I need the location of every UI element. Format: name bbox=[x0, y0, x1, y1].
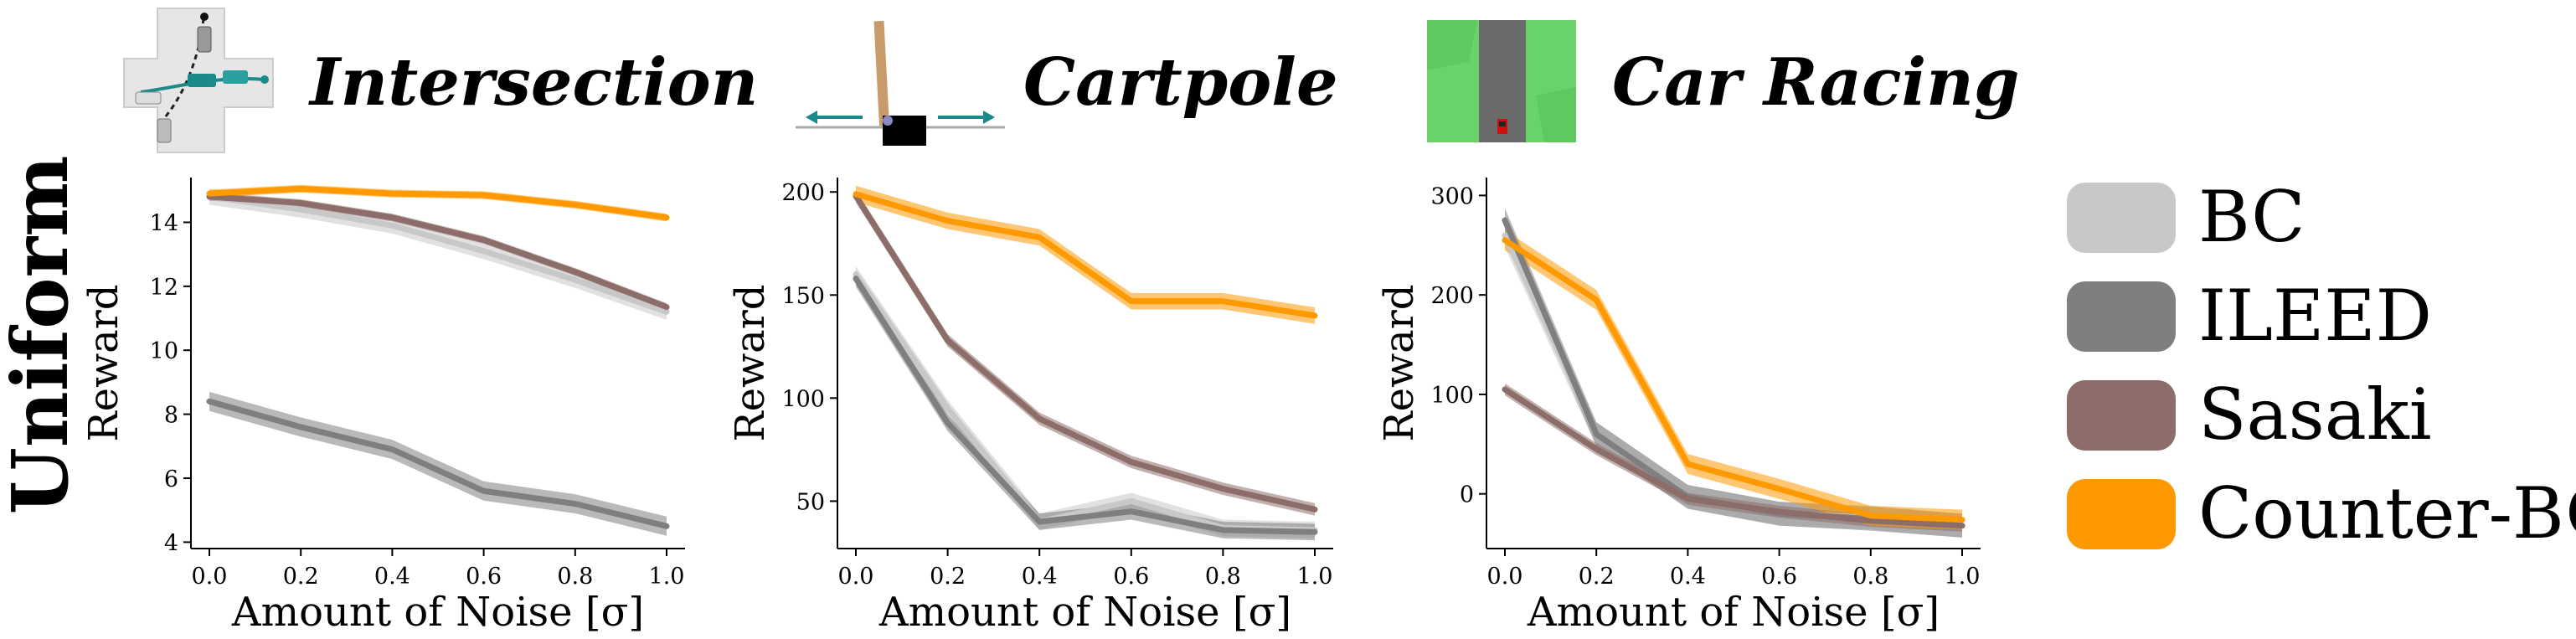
car-racing-x-tick-label: 0.8 bbox=[1852, 564, 1888, 590]
intersection-x-tick-label: 0.2 bbox=[283, 564, 319, 590]
intersection-y-tick-label: 6 bbox=[164, 466, 178, 492]
cartpole-band-counter-bc bbox=[856, 185, 1315, 324]
panel-title-car-racing: Car Racing bbox=[1612, 44, 2019, 121]
cartpole-x-tick-label: 0.2 bbox=[930, 564, 966, 590]
car-racing-y-tick-label: 200 bbox=[1430, 283, 1474, 309]
car-racing-x-axis-label: Amount of Noise [σ] bbox=[1527, 589, 1940, 636]
car-racing-x-tick-label: 0.0 bbox=[1487, 564, 1523, 590]
intersection-x-tick-label: 0.6 bbox=[466, 564, 502, 590]
legend-label-counter-bc: Counter-BC bbox=[2198, 472, 2576, 554]
intersection-line-bc bbox=[206, 193, 670, 315]
cartpole-band-bc bbox=[856, 265, 1315, 539]
intersection-band-ileed bbox=[209, 391, 667, 536]
cartpole-x-tick-label: 0.0 bbox=[838, 564, 874, 590]
cartpole-y-tick-label: 50 bbox=[796, 489, 825, 515]
panel-title-intersection: Intersection bbox=[308, 44, 758, 121]
car-racing-x-tick-label: 0.2 bbox=[1579, 564, 1615, 590]
car-racing-band-ileed bbox=[1505, 208, 1962, 538]
car-racing-x-tick-label: 1.0 bbox=[1945, 564, 1981, 590]
intersection-x-tick-label: 0.8 bbox=[557, 564, 593, 590]
panel-title-cartpole: Cartpole bbox=[1023, 44, 1338, 121]
cartpole-scene-icon bbox=[796, 20, 1005, 146]
cartpole-x-tick-label: 1.0 bbox=[1297, 564, 1333, 590]
legend-label-ileed: ILEED bbox=[2198, 275, 2432, 357]
legend-swatch-sasaki bbox=[2067, 380, 2176, 451]
car-racing-y-axis-label: Reward bbox=[1376, 285, 1423, 442]
legend: BC ILEED Sasaki Counter-BC bbox=[2067, 176, 2576, 554]
car-racing-band-counter-bc bbox=[1505, 229, 1962, 530]
cartpole-y-tick-label: 150 bbox=[781, 283, 825, 309]
car-racing-y-tick-label: 300 bbox=[1430, 183, 1474, 209]
intersection-y-tick-label: 12 bbox=[150, 275, 178, 301]
legend-label-bc: BC bbox=[2198, 176, 2306, 258]
legend-swatch-counter-bc bbox=[2067, 479, 2176, 549]
intersection-x-axis-label: Amount of Noise [σ] bbox=[231, 589, 644, 636]
intersection-line-ileed bbox=[206, 398, 670, 529]
car-racing-line-counter-bc bbox=[1502, 237, 1965, 523]
cartpole-line-sasaki bbox=[853, 193, 1318, 513]
intersection-y-tick-label: 10 bbox=[150, 338, 178, 364]
car-racing-y-tick-label: 0 bbox=[1460, 482, 1474, 508]
car-racing-line-sasaki bbox=[1502, 386, 1965, 529]
legend-swatch-ileed bbox=[2067, 281, 2176, 352]
cartpole-y-tick-label: 200 bbox=[781, 180, 825, 206]
row-label-uniform: Uniform bbox=[0, 156, 85, 515]
intersection-y-axis-label: Reward bbox=[80, 285, 127, 442]
car-racing-scene-icon bbox=[1427, 20, 1576, 142]
car-racing-y-tick-label: 100 bbox=[1430, 383, 1474, 409]
cartpole-x-tick-label: 0.6 bbox=[1113, 564, 1149, 590]
intersection-x-tick-label: 0.0 bbox=[192, 564, 228, 590]
intersection-scene-icon bbox=[123, 8, 274, 153]
intersection-x-tick-label: 1.0 bbox=[649, 564, 685, 590]
cartpole-y-tick-label: 100 bbox=[781, 386, 825, 412]
cartpole-x-axis-label: Amount of Noise [σ] bbox=[878, 589, 1291, 636]
intersection-y-tick-label: 4 bbox=[164, 530, 178, 556]
cartpole-line-counter-bc bbox=[853, 191, 1318, 319]
intersection-y-tick-label: 14 bbox=[150, 210, 178, 236]
intersection-x-tick-label: 0.4 bbox=[374, 564, 410, 590]
car-racing-x-tick-label: 0.6 bbox=[1761, 564, 1797, 590]
cartpole-y-axis-label: Reward bbox=[727, 285, 774, 442]
legend-label-sasaki: Sasaki bbox=[2198, 374, 2432, 456]
intersection-y-tick-label: 8 bbox=[164, 403, 178, 429]
car-racing-x-tick-label: 0.4 bbox=[1670, 564, 1706, 590]
legend-swatch-bc bbox=[2067, 183, 2176, 253]
cartpole-band-sasaki bbox=[856, 189, 1315, 516]
car-racing-band-sasaki bbox=[1505, 383, 1962, 532]
cartpole-x-tick-label: 0.8 bbox=[1205, 564, 1241, 590]
intersection-line-sasaki bbox=[206, 193, 670, 311]
intersection-line-counter-bc bbox=[206, 185, 670, 221]
cartpole-x-tick-label: 0.4 bbox=[1022, 564, 1058, 590]
cartpole-line-ileed bbox=[853, 276, 1318, 535]
